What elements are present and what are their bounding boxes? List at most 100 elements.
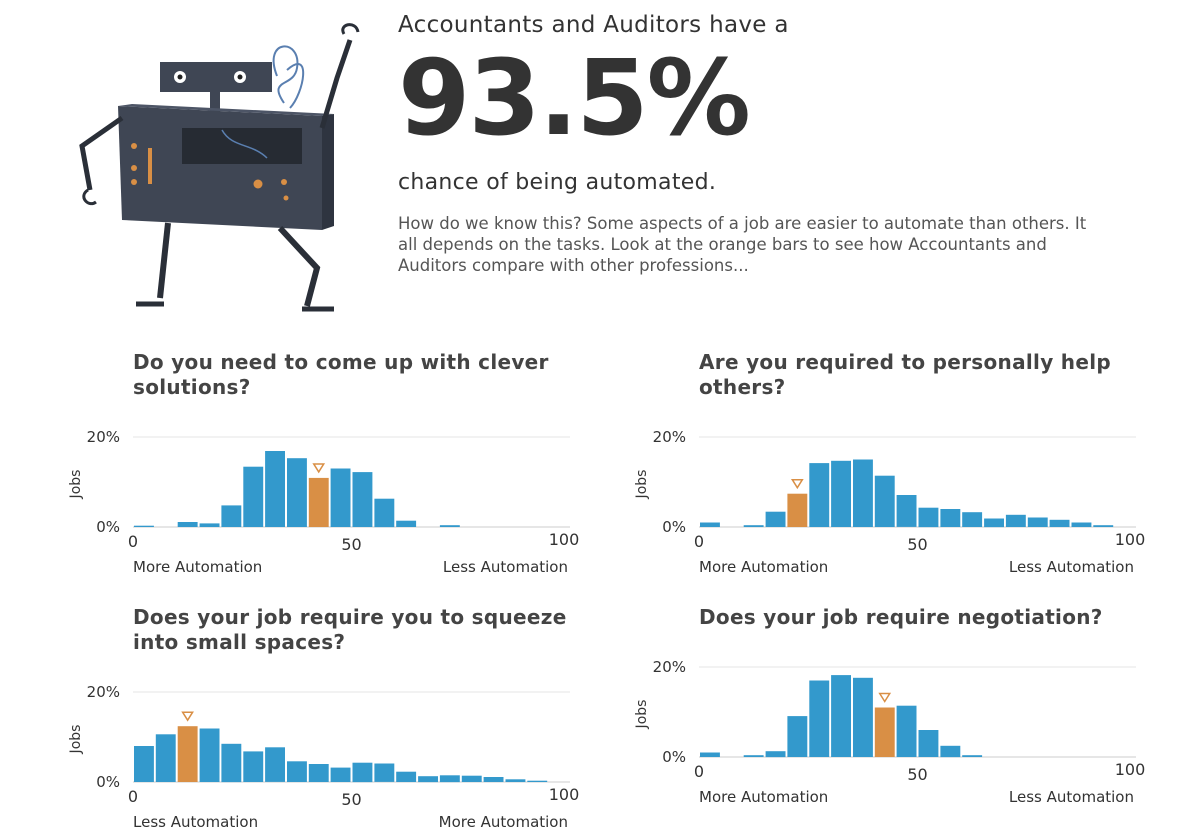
histogram-bar (918, 730, 939, 757)
x-tick-label: 50 (341, 790, 361, 809)
histogram-bar (809, 680, 830, 757)
histogram-bar (896, 495, 917, 527)
highlight-marker (878, 692, 892, 703)
histogram-bar (177, 522, 198, 527)
x-tick-label: 100 (549, 530, 580, 549)
y-tick-label: 20% (653, 428, 686, 446)
histogram-bar (527, 780, 548, 782)
histogram-bar (809, 463, 830, 527)
robot-illustration (79, 23, 360, 312)
x-axis-left-label: More Automation (133, 558, 262, 576)
histogram-bar (396, 520, 417, 527)
x-tick-label: 0 (128, 532, 138, 551)
x-tick-label: 100 (1115, 760, 1146, 779)
histogram-bar (155, 734, 176, 782)
chart-1-title: Do you need to come up with clever solut… (133, 350, 549, 399)
x-tick-label: 0 (128, 787, 138, 806)
histogram-bar (962, 755, 983, 757)
intro-heading: Accountants and Auditors have a (398, 12, 789, 38)
histogram-bar (396, 771, 417, 782)
histogram-bar (940, 509, 961, 527)
histogram-bar (287, 458, 307, 527)
histogram-bar (330, 767, 351, 782)
highlight-bar (874, 707, 895, 757)
histogram-bar (853, 459, 873, 527)
histogram-bar (831, 460, 851, 527)
histogram-bar (743, 525, 764, 527)
histogram-bar (1071, 522, 1092, 527)
highlight-marker (790, 478, 804, 490)
histogram-bar (918, 507, 939, 528)
x-axis-left-label: More Automation (699, 788, 828, 806)
histogram-bar (787, 716, 808, 757)
y-tick-label: 20% (87, 683, 120, 701)
histogram-bar (134, 746, 154, 782)
histogram-bar (896, 705, 917, 757)
histogram-bar (418, 776, 438, 783)
histogram-bar (439, 775, 460, 783)
histogram-bar (308, 764, 329, 782)
histogram-bar (700, 522, 720, 527)
y-tick-label: 0% (662, 748, 686, 766)
chart-4-title: Does your job require negotiation? (699, 605, 1103, 629)
x-tick-label: 50 (907, 765, 927, 784)
highlight-bar (308, 477, 329, 527)
chart-help-others: 20% 0% Jobs 0 50 100 More Automation Less Autom… (634, 428, 1146, 576)
x-tick-label: 100 (1115, 530, 1146, 549)
highlight-marker (181, 711, 194, 722)
histogram-bar (1027, 517, 1048, 527)
histogram-bar (483, 777, 504, 782)
chart-small-spaces: 20% 0% Jobs 0 50 100 Less Automation More Autom… (68, 683, 580, 831)
histogram-bar (265, 747, 285, 782)
x-axis-right-label: Less Automation (443, 558, 568, 576)
y-axis-label: Jobs (68, 470, 84, 500)
x-tick-label: 0 (694, 762, 704, 781)
x-axis-left-label: More Automation (699, 558, 828, 576)
y-tick-label: 20% (653, 658, 686, 676)
x-axis-right-label: Less Automation (1009, 788, 1134, 806)
histogram-bar (221, 743, 242, 783)
histogram-bar (243, 466, 264, 527)
x-tick-label: 50 (341, 535, 361, 554)
histogram-bar (765, 511, 786, 527)
histogram-bar (439, 525, 460, 527)
histogram-bar (287, 761, 307, 782)
histogram-bar (1093, 525, 1114, 527)
histogram-bar (243, 751, 264, 782)
histogram-bar (874, 475, 895, 527)
histogram-bar (134, 525, 154, 527)
histogram-bar (1005, 514, 1026, 527)
x-tick-label: 100 (549, 785, 580, 804)
y-tick-label: 0% (96, 773, 120, 791)
histogram-bar (352, 472, 373, 527)
histogram-bar (330, 468, 351, 527)
x-tick-label: 50 (907, 535, 927, 554)
chart-clever-solutions: 20% 0% Jobs 0 50 100 More Automation Less Autom… (68, 428, 580, 576)
highlight-marker (312, 463, 326, 474)
y-axis-label: Jobs (68, 725, 84, 755)
histogram-bar (700, 752, 720, 757)
x-axis-right-label: More Automation (439, 813, 568, 831)
intro-subheading: chance of being automated. (398, 170, 717, 195)
y-tick-label: 20% (87, 428, 120, 446)
intro: Accountants and Auditors have a 93.5% ch… (398, 12, 1138, 276)
y-tick-label: 0% (662, 518, 686, 536)
histogram-bar (505, 779, 526, 782)
y-tick-label: 0% (96, 518, 120, 536)
histogram-bar (940, 745, 961, 758)
histogram-bar (374, 763, 395, 782)
highlight-bar (787, 493, 808, 527)
highlight-bar (177, 726, 198, 782)
histogram-bar (352, 762, 373, 783)
automation-percentage: 93.5% (398, 37, 751, 159)
y-axis-label: Jobs (634, 700, 650, 730)
histogram-bar (1049, 519, 1070, 527)
x-tick-label: 0 (694, 532, 704, 551)
histogram-bar (265, 451, 285, 527)
histogram-bar (461, 775, 482, 782)
histogram-bar (374, 498, 395, 528)
histogram-bar (221, 505, 242, 527)
histogram-bar (831, 675, 851, 757)
chart-negotiation: 20% 0% Jobs 0 50 100 More Automation Less Autom… (634, 658, 1146, 806)
histogram-bar (765, 751, 786, 758)
